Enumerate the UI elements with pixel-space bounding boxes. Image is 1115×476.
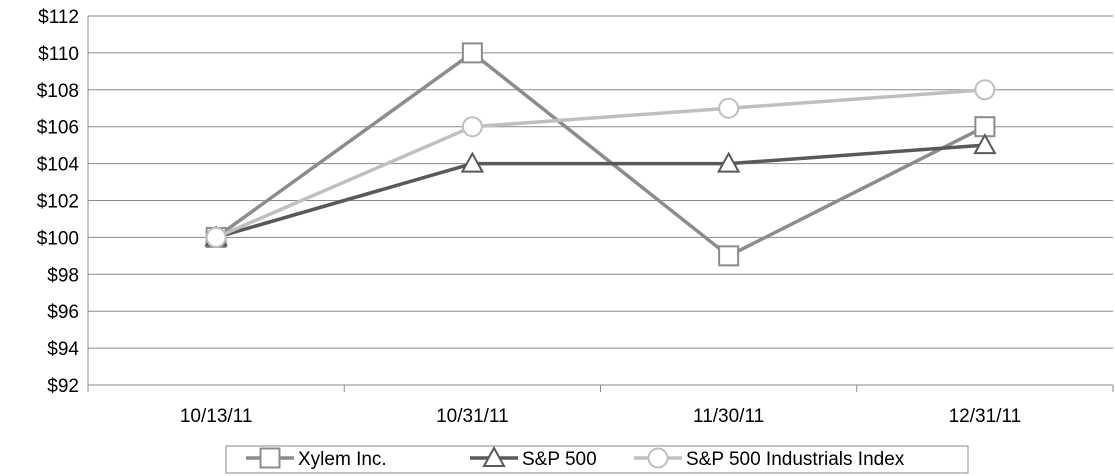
series-s-p-500: [204, 133, 997, 247]
data-point-circle: [718, 97, 740, 119]
series-line-s-p-500: [215, 143, 986, 240]
y-tick-label: $102: [37, 192, 79, 213]
series-s-p-500-industrials-index: [205, 79, 996, 248]
y-tick-label: $108: [37, 81, 79, 102]
data-point-triangle: [973, 133, 997, 155]
gridlines: [88, 15, 1113, 349]
legend-marker-triangle: [482, 445, 506, 467]
y-tick-label: $100: [37, 228, 79, 249]
series-line-s-p-500-industrials-index: [215, 88, 986, 240]
x-axis-tick-labels: 10/13/11 10/31/11 11/30/11 12/31/11: [180, 406, 1021, 427]
y-tick-label: $106: [37, 118, 79, 139]
data-point-square: [461, 42, 483, 64]
series-group: [204, 42, 997, 267]
legend-label: S&P 500: [522, 449, 597, 470]
data-point-circle: [205, 226, 227, 248]
data-point-triangle: [716, 151, 741, 173]
legend-box: [225, 445, 969, 474]
x-tick-label: 12/31/11: [949, 406, 1022, 427]
data-point-circle: [461, 116, 483, 138]
y-tick-label: $98: [47, 265, 79, 286]
legend-marker-square: [259, 447, 281, 469]
axes: [87, 16, 1114, 392]
data-point-square: [718, 245, 740, 267]
y-axis-tick-labels: $92 $94 $96 $98 $100 $102 $104 $106 $108 $110 $112: [37, 7, 80, 397]
y-tick-label: $112: [38, 7, 79, 28]
y-tick-label: $92: [47, 376, 79, 397]
legend-item-xylem-inc: Xylem Inc.: [246, 447, 387, 470]
x-tick-label: 10/31/11: [436, 406, 509, 427]
y-tick-label: $110: [38, 44, 79, 65]
data-point-triangle: [460, 151, 485, 173]
legend: Xylem Inc. S&P 500 S&P 500 Industrials Ind…: [225, 445, 969, 474]
legend-item-s-p-500: S&P 500: [470, 445, 597, 470]
legend-label: S&P 500 Industrials Index: [686, 449, 905, 470]
legend-item-s-p-500-industrials-index: S&P 500 Industrials Index: [634, 447, 905, 470]
data-point-circle: [974, 79, 996, 101]
legend-marker-circle: [647, 447, 669, 469]
series-line-xylem-inc: [215, 51, 986, 258]
x-tick-label: 11/30/11: [693, 406, 764, 427]
y-tick-label: $96: [47, 302, 79, 323]
y-tick-label: $94: [47, 339, 79, 360]
x-tick-label: 10/13/11: [180, 406, 253, 427]
legend-label: Xylem Inc.: [298, 449, 387, 470]
y-tick-label: $104: [37, 155, 80, 176]
